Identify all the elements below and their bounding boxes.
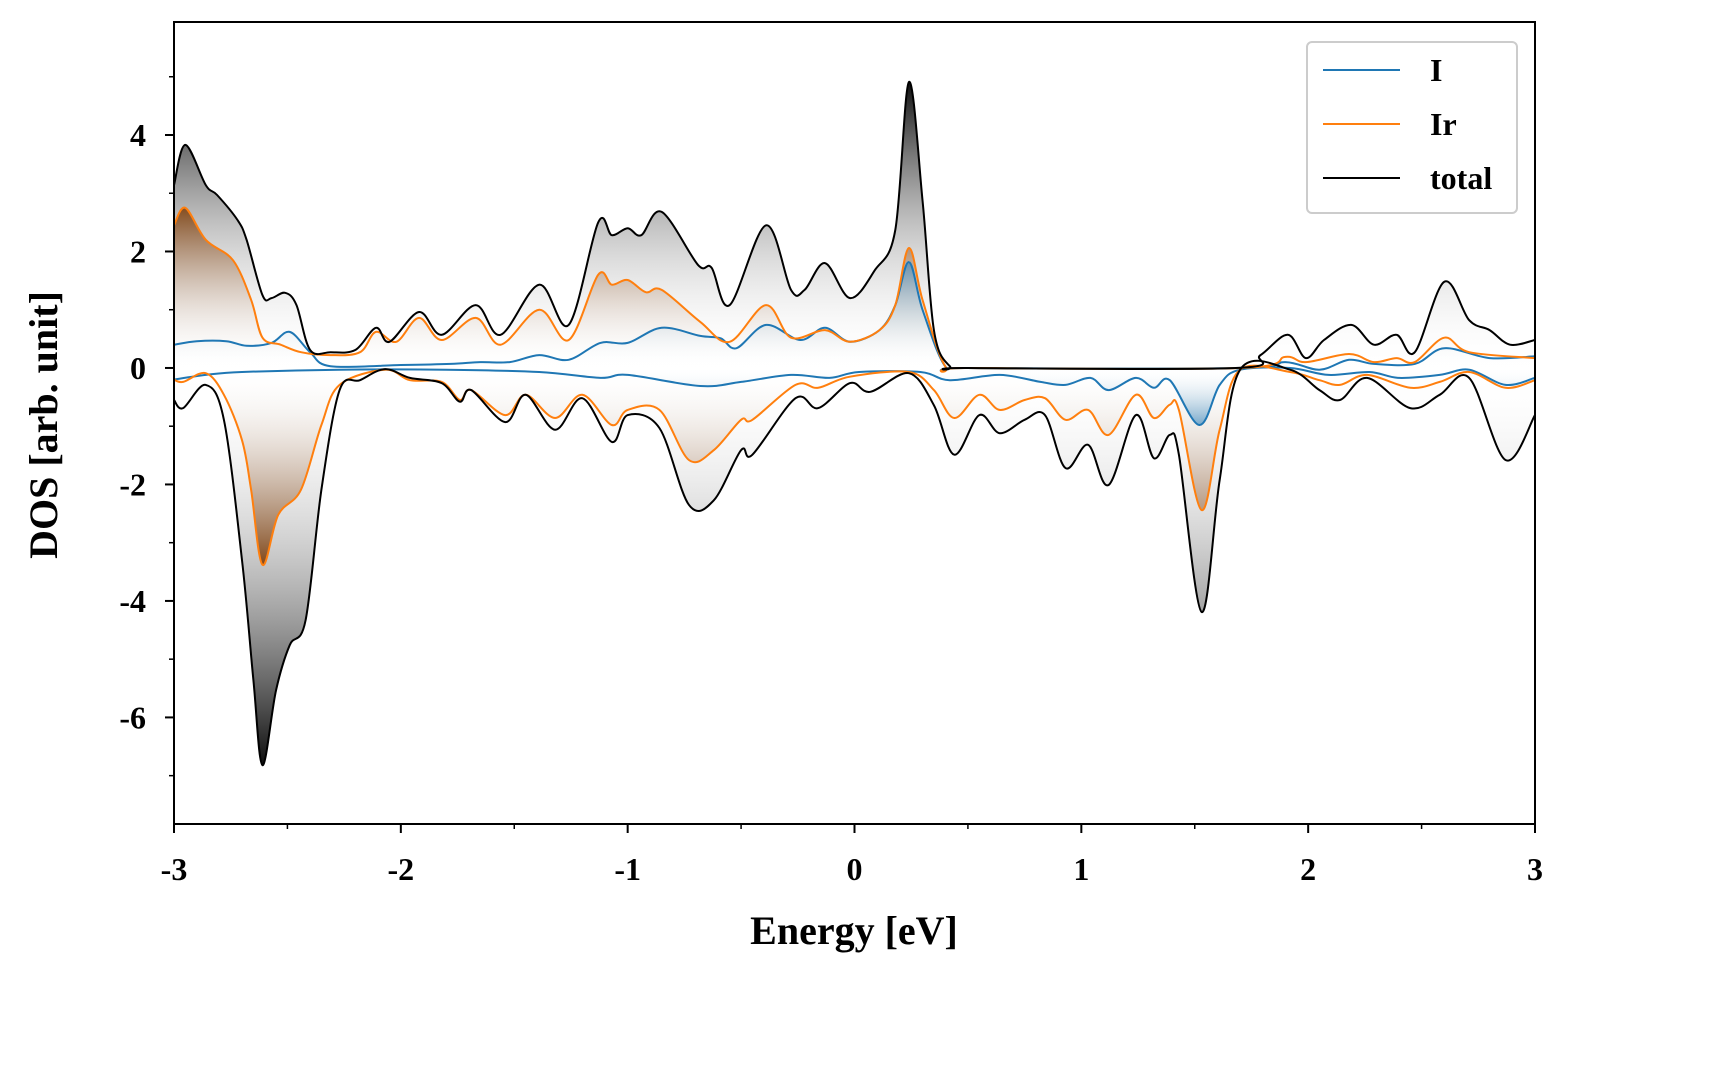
legend-label-i: I — [1430, 52, 1442, 88]
y-tick-label: 4 — [130, 117, 146, 153]
x-tick-label: -1 — [614, 851, 641, 887]
lines-layer — [174, 80, 1535, 767]
x-axis-label: Energy [eV] — [750, 908, 958, 953]
legend-box — [1306, 41, 1518, 214]
fills-layer — [174, 81, 1535, 766]
legend-label-total: total — [1430, 160, 1492, 196]
axis-ticks: -3 -2 -1 0 1 2 3 -6 -4 -2 0 2 4 — [119, 75, 1543, 887]
line-i-down — [174, 366, 1535, 426]
fill-i-down — [174, 367, 1535, 426]
x-tick-label: -3 — [161, 851, 188, 887]
x-tick-label: 2 — [1300, 851, 1316, 887]
legend: I Ir total — [1306, 41, 1518, 214]
line-ir-down — [174, 364, 1535, 566]
fill-i-up — [174, 261, 1535, 371]
y-axis-label: DOS [arb. unit] — [21, 291, 66, 559]
y-tick-label: 2 — [130, 233, 146, 269]
line-i-up — [174, 260, 1535, 372]
x-tick-label: -2 — [388, 851, 415, 887]
legend-label-ir: Ir — [1430, 106, 1457, 142]
x-tick-label: 0 — [847, 851, 863, 887]
x-tick-label: 1 — [1073, 851, 1089, 887]
y-tick-label: -2 — [119, 466, 146, 502]
line-total-up — [174, 80, 1535, 371]
x-tick-label: 3 — [1527, 851, 1543, 887]
y-tick-label: -4 — [119, 583, 146, 619]
y-tick-label: -6 — [119, 699, 146, 735]
fill-total-down — [174, 360, 1535, 766]
fill-total-up — [174, 81, 1535, 370]
y-tick-label: 0 — [130, 350, 146, 386]
line-total-down — [174, 359, 1535, 767]
